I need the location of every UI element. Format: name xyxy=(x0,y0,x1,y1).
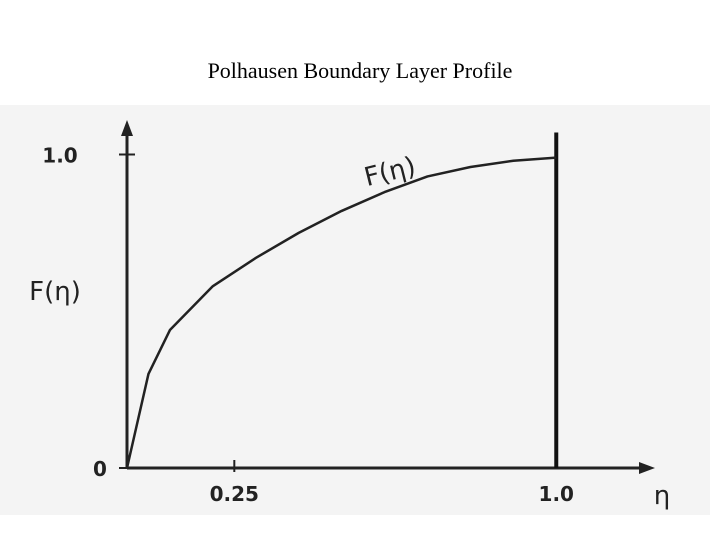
profile-curve xyxy=(125,156,557,469)
x-tick-label: 1.0 xyxy=(539,482,574,506)
y-axis-arrow xyxy=(121,120,133,136)
x-axis-arrow xyxy=(639,462,655,474)
y-tick-label: 0 xyxy=(93,457,107,481)
y-tick-label: 1.0 xyxy=(42,143,77,167)
x-axis-label: η xyxy=(654,481,670,511)
x-tick-label: 0.25 xyxy=(210,482,259,506)
y-axis-label: F(η) xyxy=(29,277,81,307)
chart-background xyxy=(0,105,710,515)
chart-title: Polhausen Boundary Layer Profile xyxy=(208,58,513,83)
